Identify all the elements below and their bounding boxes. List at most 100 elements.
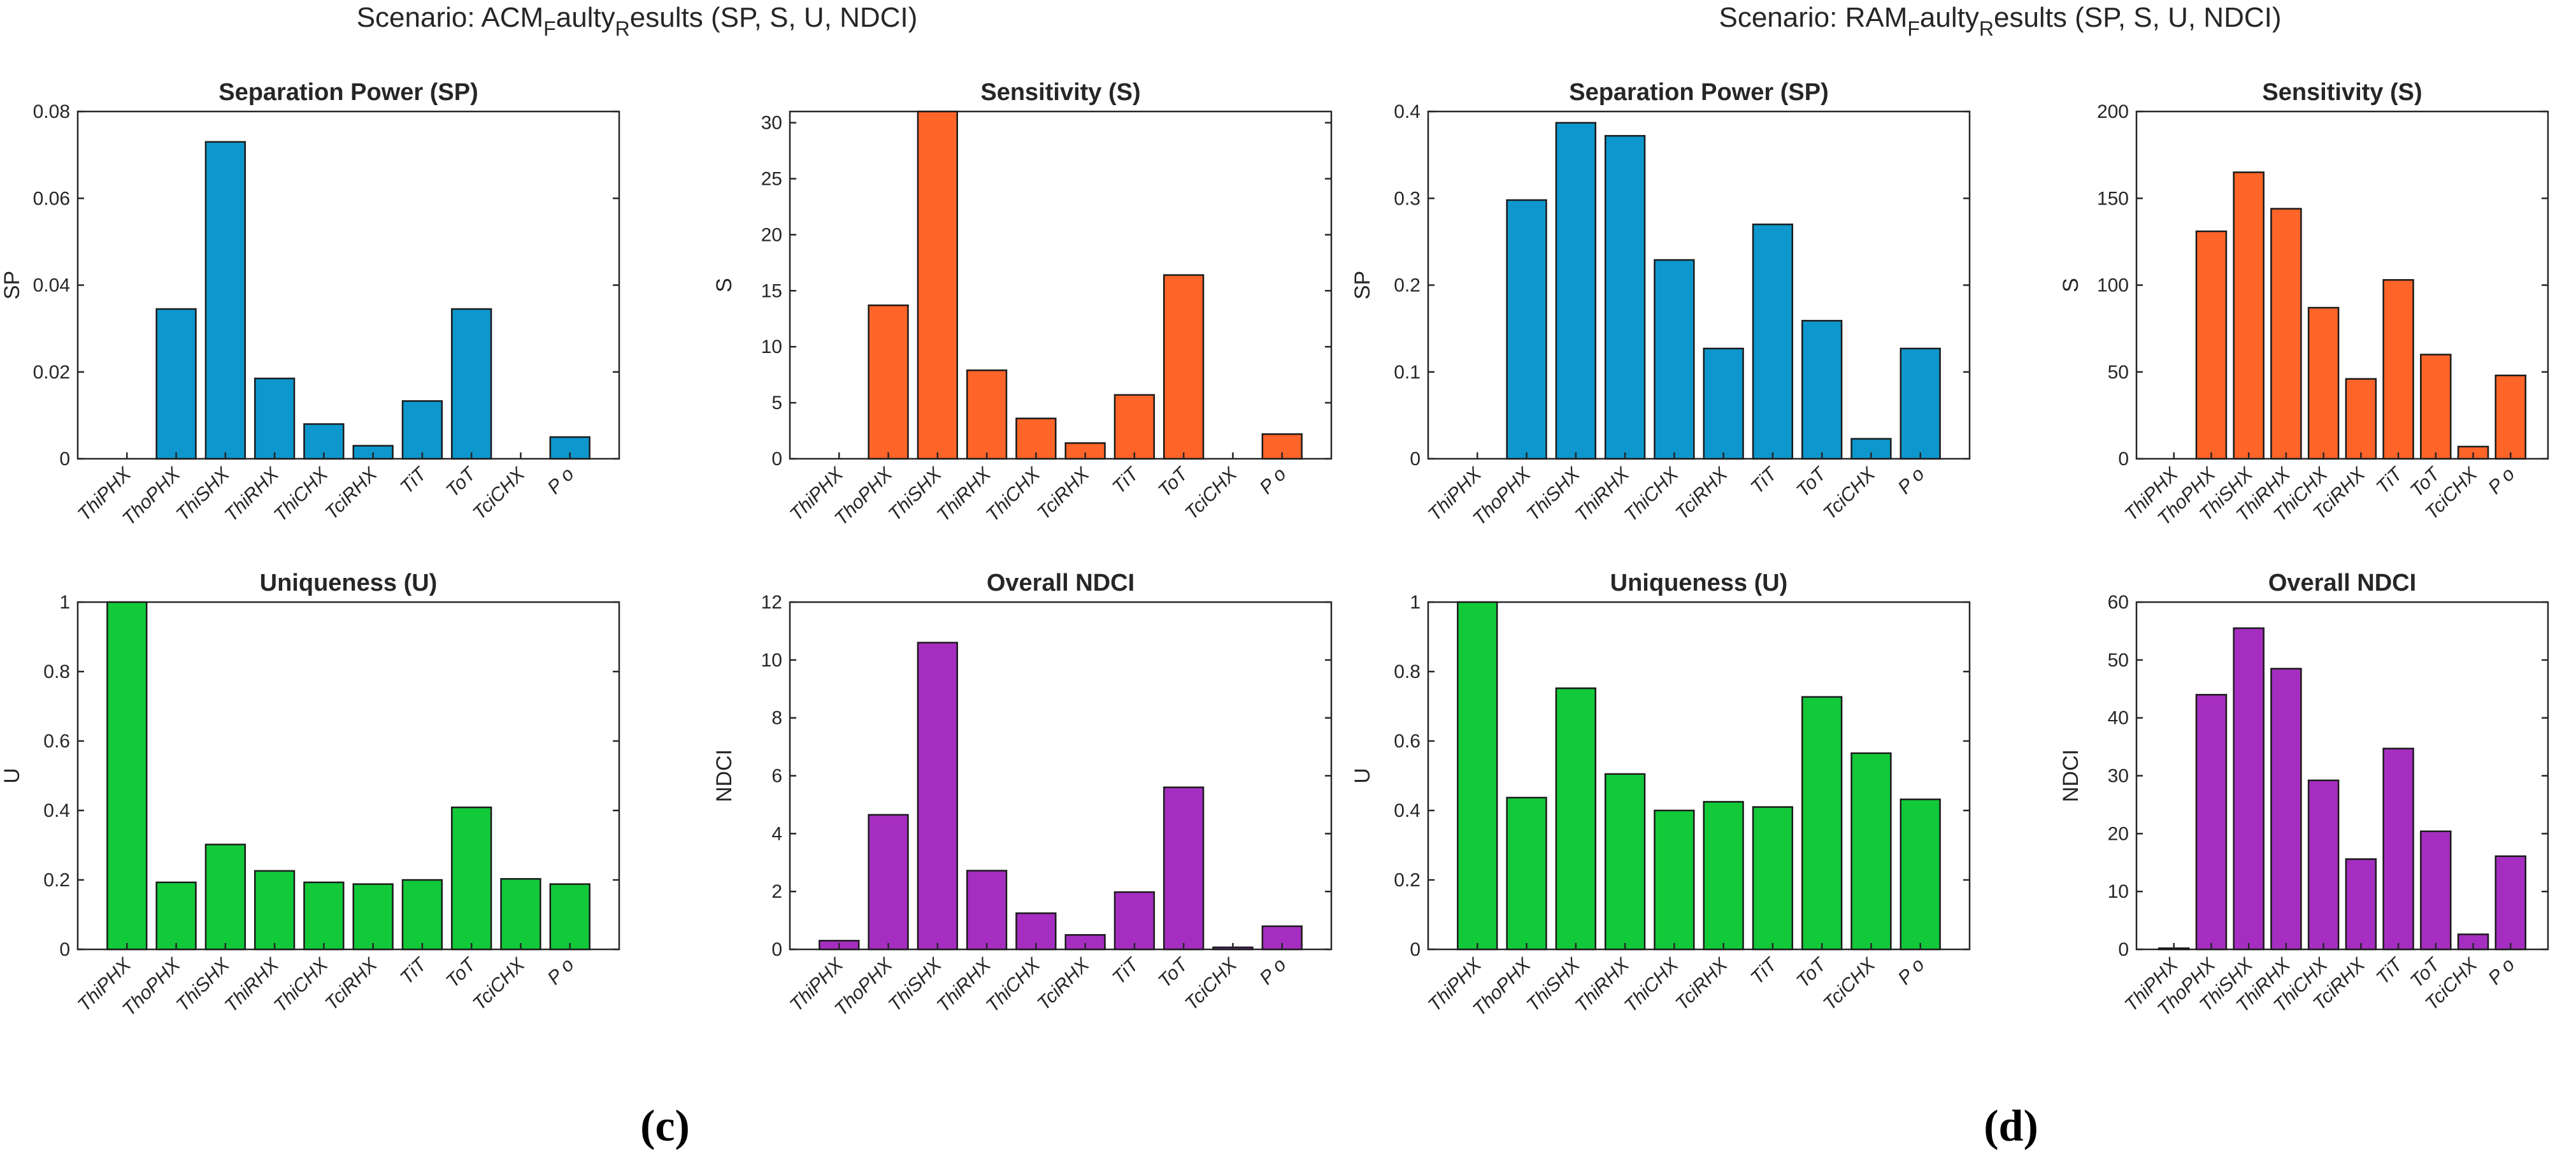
x-tick-label: TciRHX	[1033, 463, 1094, 524]
x-tick-label: ThiCHX	[270, 463, 333, 526]
panel-label-d: (d)	[1984, 1102, 2038, 1151]
scenario-c-title: Scenario: ACMFaultyResults (SP, S, U, ND…	[357, 2, 918, 40]
bar-thichx	[303, 881, 345, 951]
chart-title: Sensitivity (S)	[980, 79, 1140, 106]
x-tick-label: ToT	[1792, 463, 1831, 501]
x-tick-label: TciCHX	[1181, 463, 1241, 524]
x-tick-label: P o	[543, 464, 578, 498]
x-tick-label: P o	[1894, 954, 1928, 989]
bar-tot	[1801, 696, 1843, 951]
x-tick-label: TciCHX	[1819, 954, 1880, 1014]
y-tick-label: 0.2	[1394, 870, 1420, 891]
y-tick-label: 10	[2108, 881, 2129, 902]
bar-po	[549, 436, 590, 460]
bar-thirhx	[966, 369, 1008, 460]
x-tick-label: TciRHX	[321, 463, 382, 524]
y-tick-label: 60	[2108, 592, 2129, 613]
scenario-c-prefix: Scenario: ACM	[357, 2, 543, 33]
chart-c-overall-ndci: Overall NDCINDCI024681012ThiPHXThoPHXThi…	[712, 570, 1333, 1020]
y-tick-label: 1	[1410, 592, 1420, 613]
bar-tot	[451, 308, 492, 460]
y-tick-label: 15	[761, 280, 782, 301]
y-axis-label: S	[712, 278, 736, 292]
bar-thishx	[2233, 627, 2265, 951]
scenario-c-sub1: F	[543, 17, 556, 40]
bar-tcirhx	[1703, 347, 1744, 460]
y-tick-label: 50	[2108, 362, 2129, 383]
y-tick-label: 0	[2118, 939, 2129, 960]
bar-tcichx	[1850, 752, 1892, 951]
y-tick-label: 0.06	[33, 188, 70, 209]
bar-thophx	[2195, 694, 2228, 951]
y-tick-label: 0.2	[43, 870, 70, 891]
x-tick-label: ToT	[442, 953, 481, 992]
chart-d-overall-ndci: Overall NDCINDCI0102030405060ThiPHXThoPH…	[2059, 570, 2549, 1020]
y-axis-label: U	[0, 768, 24, 784]
scenario-c-mid: aulty	[556, 2, 615, 33]
bar-thophx	[155, 308, 197, 460]
y-axis-label: SP	[0, 271, 24, 299]
scenario-d-sub2: R	[1979, 17, 1994, 40]
y-tick-label: 20	[761, 224, 782, 245]
y-tick-label: 100	[2097, 275, 2129, 296]
y-tick-label: 10	[761, 336, 782, 357]
x-tick-label: TiT	[1108, 953, 1144, 989]
bar-po	[2494, 855, 2527, 951]
x-tick-label: ThiCHX	[1621, 463, 1683, 526]
bar-thishx	[917, 642, 958, 951]
x-tick-label: TiT	[396, 463, 432, 498]
chart-title: Overall NDCI	[2268, 570, 2416, 596]
bar-thishx	[204, 141, 246, 460]
bar-tit	[2382, 279, 2414, 460]
scenario-d-prefix: Scenario: RAM	[1719, 2, 1907, 33]
bar-thichx	[1015, 417, 1057, 460]
bar-thirhx	[254, 870, 296, 951]
y-axis-label: NDCI	[2059, 749, 2083, 802]
chart-c-sensitivity: Sensitivity (S)S051015202530ThiPHXThoPHX…	[712, 79, 1333, 529]
bar-tcirhx	[2345, 858, 2377, 951]
bar-po	[1900, 347, 1941, 460]
chart-d-uniqueness: Uniqueness (U)U00.20.40.60.81ThiPHXThoPH…	[1350, 570, 1971, 1020]
scenario-c-suffix: esults (SP, S, U, NDCI)	[630, 2, 918, 33]
chart-c-separation-power: Separation Power (SP) SP 0 0.02 0.04 0.06 0.08…	[0, 79, 620, 529]
y-tick-label: 0.02	[33, 362, 70, 383]
bar-thichx	[1654, 259, 1695, 460]
bar-tit	[401, 879, 443, 951]
y-tick-label: 6	[771, 766, 782, 787]
bar-thiphx	[106, 601, 148, 951]
x-tick-label: ThiCHX	[1621, 954, 1683, 1016]
bar-thichx	[2307, 779, 2340, 951]
x-tick-label: ThiRHX	[1571, 954, 1633, 1016]
x-tick-label: P o	[1894, 464, 1928, 498]
x-tick-label: ToT	[1154, 953, 1193, 992]
scenario-d-sub1: F	[1907, 17, 1920, 40]
x-tick-label: ToT	[1154, 463, 1193, 501]
bar-thophx	[868, 814, 909, 951]
chart-title: Uniqueness (U)	[260, 570, 438, 596]
x-tick-label: ThiRHX	[1571, 463, 1633, 526]
bar-thichx	[1654, 809, 1695, 951]
scenario-c-sub2: R	[615, 17, 630, 40]
bar-thirhx	[966, 870, 1008, 951]
y-tick-label: 0.8	[43, 661, 70, 682]
x-tick-label: P o	[543, 954, 578, 989]
bar-tit	[401, 400, 443, 460]
bar-thophx	[155, 881, 197, 951]
scenario-d-suffix: esults (SP, S, U, NDCI)	[1994, 2, 2282, 33]
y-axis-label: SP	[1350, 271, 1375, 299]
y-tick-label: 12	[761, 592, 782, 613]
bar-thichx	[2307, 306, 2340, 460]
y-axis-label: NDCI	[712, 749, 736, 802]
x-tick-label: ThiRHX	[933, 463, 995, 526]
y-tick-label: 5	[771, 392, 782, 414]
x-tick-label: P o	[1256, 954, 1290, 989]
bar-thirhx	[2270, 208, 2302, 460]
y-tick-label: 0	[771, 939, 782, 960]
x-tick-label: TiT	[2372, 463, 2408, 498]
x-tick-label: TiT	[2372, 953, 2408, 989]
chart-d-sensitivity: Sensitivity (S)S050100150200ThiPHXThoPHX…	[2059, 79, 2549, 529]
y-tick-label: 200	[2097, 101, 2129, 122]
x-tick-label: ThiRHX	[220, 954, 283, 1016]
bar-thirhx	[2270, 668, 2302, 951]
